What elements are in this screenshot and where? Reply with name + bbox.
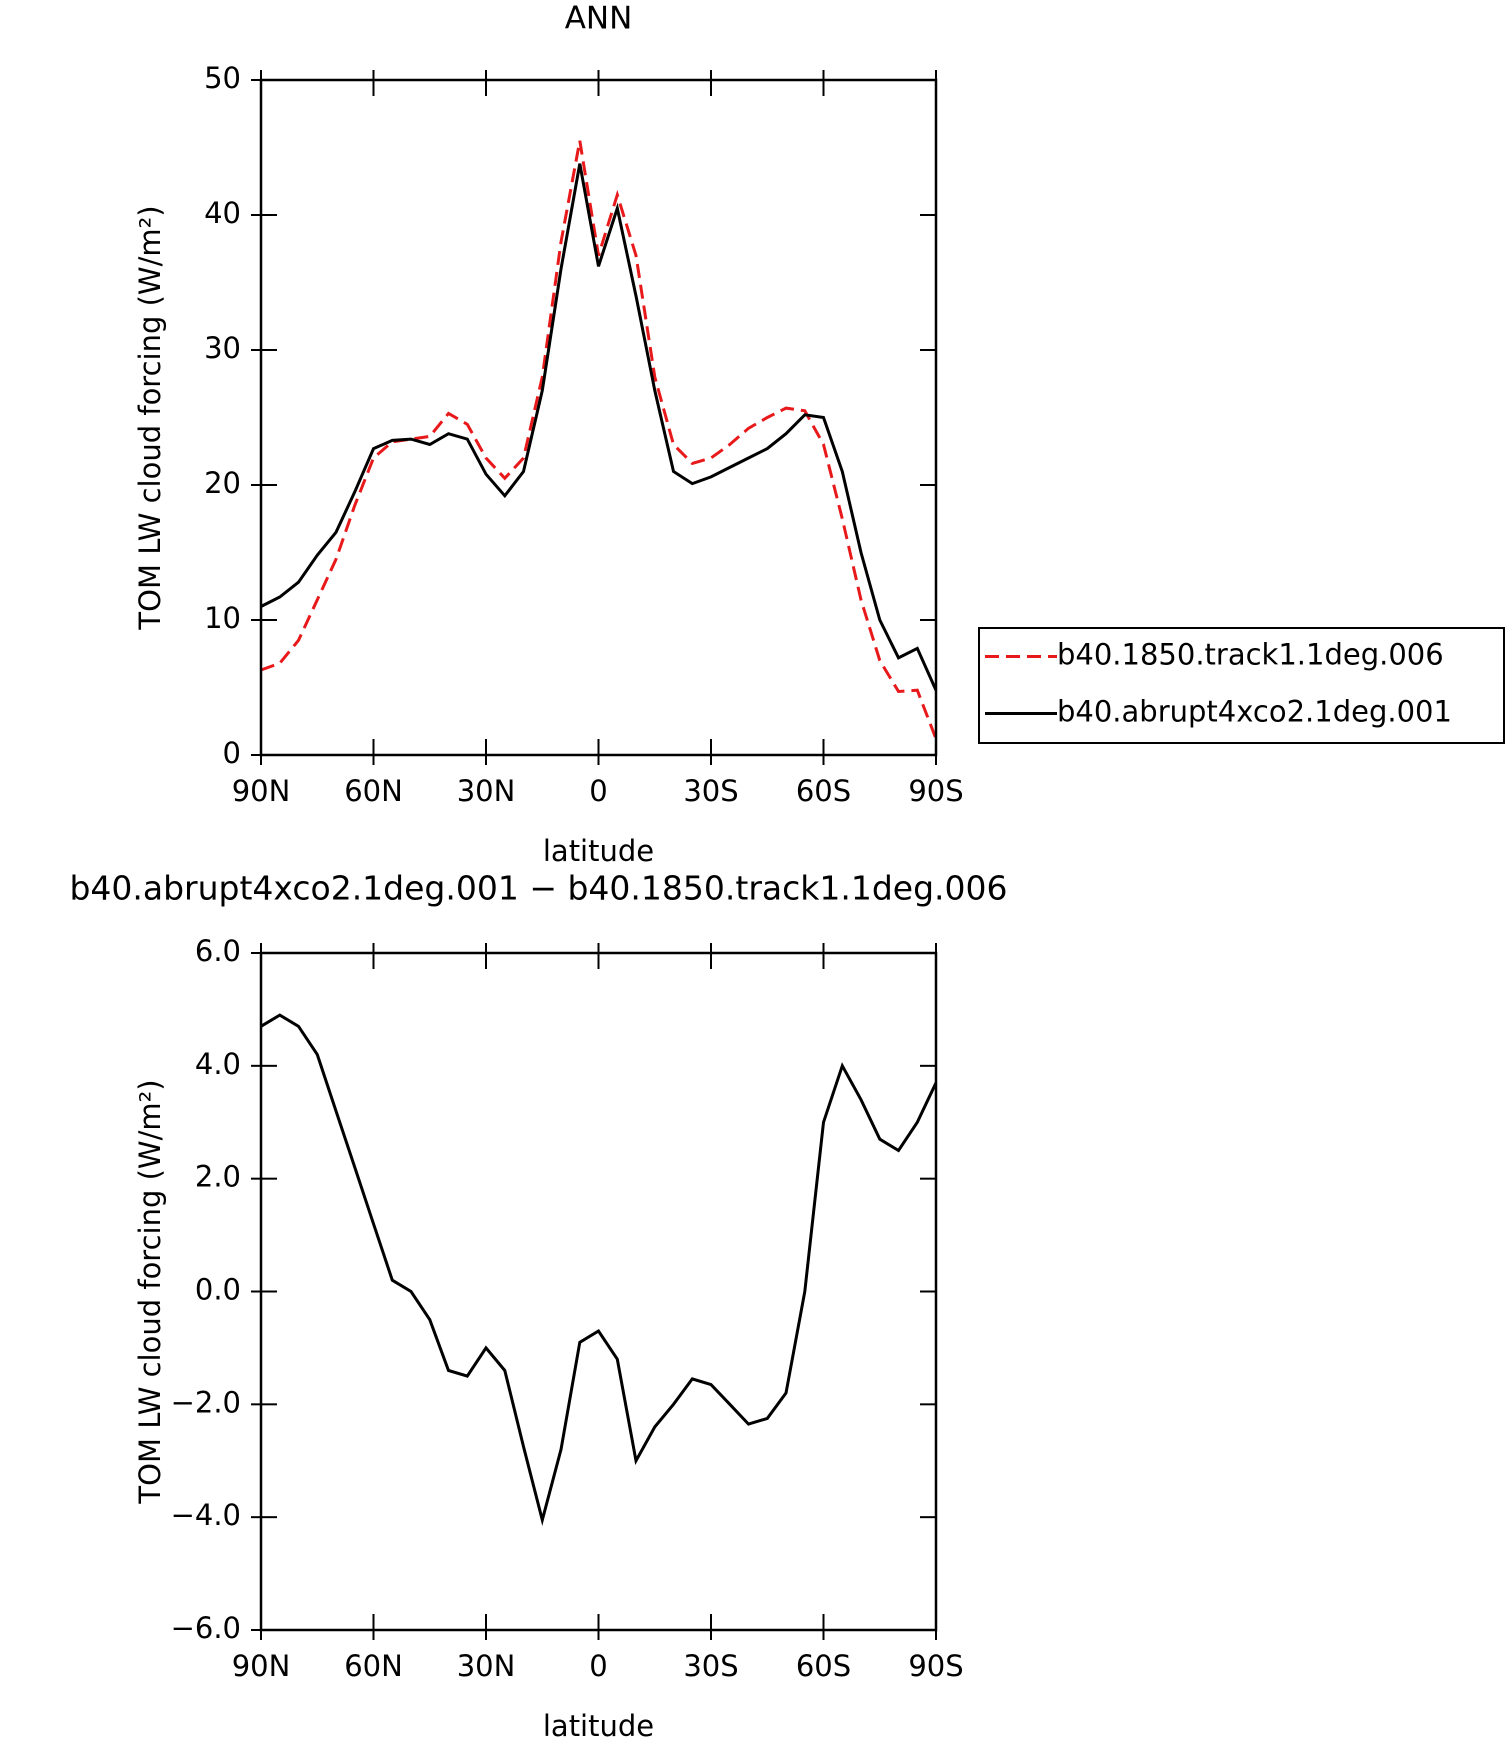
legend-box	[978, 627, 1505, 744]
data-line	[260, 163, 938, 691]
data-line	[260, 1013, 938, 1526]
x-tick-label: 30S	[683, 774, 738, 808]
y-tick-label: 6.0	[195, 934, 241, 968]
y-tick-label: 40	[204, 196, 241, 230]
chart-title: ANN	[565, 1, 633, 37]
x-tick-label: 30S	[683, 1649, 738, 1683]
y-axis-label: TOM LW cloud forcing (W/m²)	[133, 1079, 167, 1504]
y-tick-label: −6.0	[171, 1611, 241, 1645]
x-tick-label: 60S	[796, 1649, 851, 1683]
x-tick-label: 60N	[344, 1649, 403, 1683]
x-tick-label: 0	[589, 774, 607, 808]
x-tick-label: 30N	[457, 774, 516, 808]
y-tick-label: −4.0	[171, 1498, 241, 1532]
y-tick-label: 4.0	[195, 1047, 241, 1081]
x-tick-label: 60S	[796, 774, 851, 808]
x-axis-label: latitude	[543, 834, 654, 868]
x-tick-label: 30N	[457, 1649, 516, 1683]
y-tick-label: 0	[223, 736, 241, 770]
data-line	[260, 140, 938, 740]
plot-frame	[259, 78, 938, 757]
y-tick-label: 30	[204, 331, 241, 365]
x-tick-label: 60N	[344, 774, 403, 808]
x-axis-label: latitude	[543, 1709, 654, 1743]
y-tick-label: 2.0	[195, 1160, 241, 1194]
x-tick-label: 0	[589, 1649, 607, 1683]
chart-title: b40.abrupt4xco2.1deg.001 − b40.1850.trac…	[69, 869, 1007, 908]
plot-frame	[259, 951, 938, 1632]
legend-label: b40.abrupt4xco2.1deg.001	[1057, 695, 1452, 729]
y-tick-label: 0.0	[195, 1273, 241, 1307]
x-tick-label: 90S	[908, 1649, 963, 1683]
x-tick-label: 90N	[232, 774, 291, 808]
x-tick-label: 90N	[232, 1649, 291, 1683]
x-tick-label: 90S	[908, 774, 963, 808]
legend-label: b40.1850.track1.1deg.006	[1057, 638, 1444, 672]
y-tick-label: 10	[204, 601, 241, 635]
y-axis-label: TOM LW cloud forcing (W/m²)	[133, 205, 167, 630]
y-tick-label: −2.0	[171, 1385, 241, 1419]
y-tick-label: 50	[204, 61, 241, 95]
y-tick-label: 20	[204, 466, 241, 500]
